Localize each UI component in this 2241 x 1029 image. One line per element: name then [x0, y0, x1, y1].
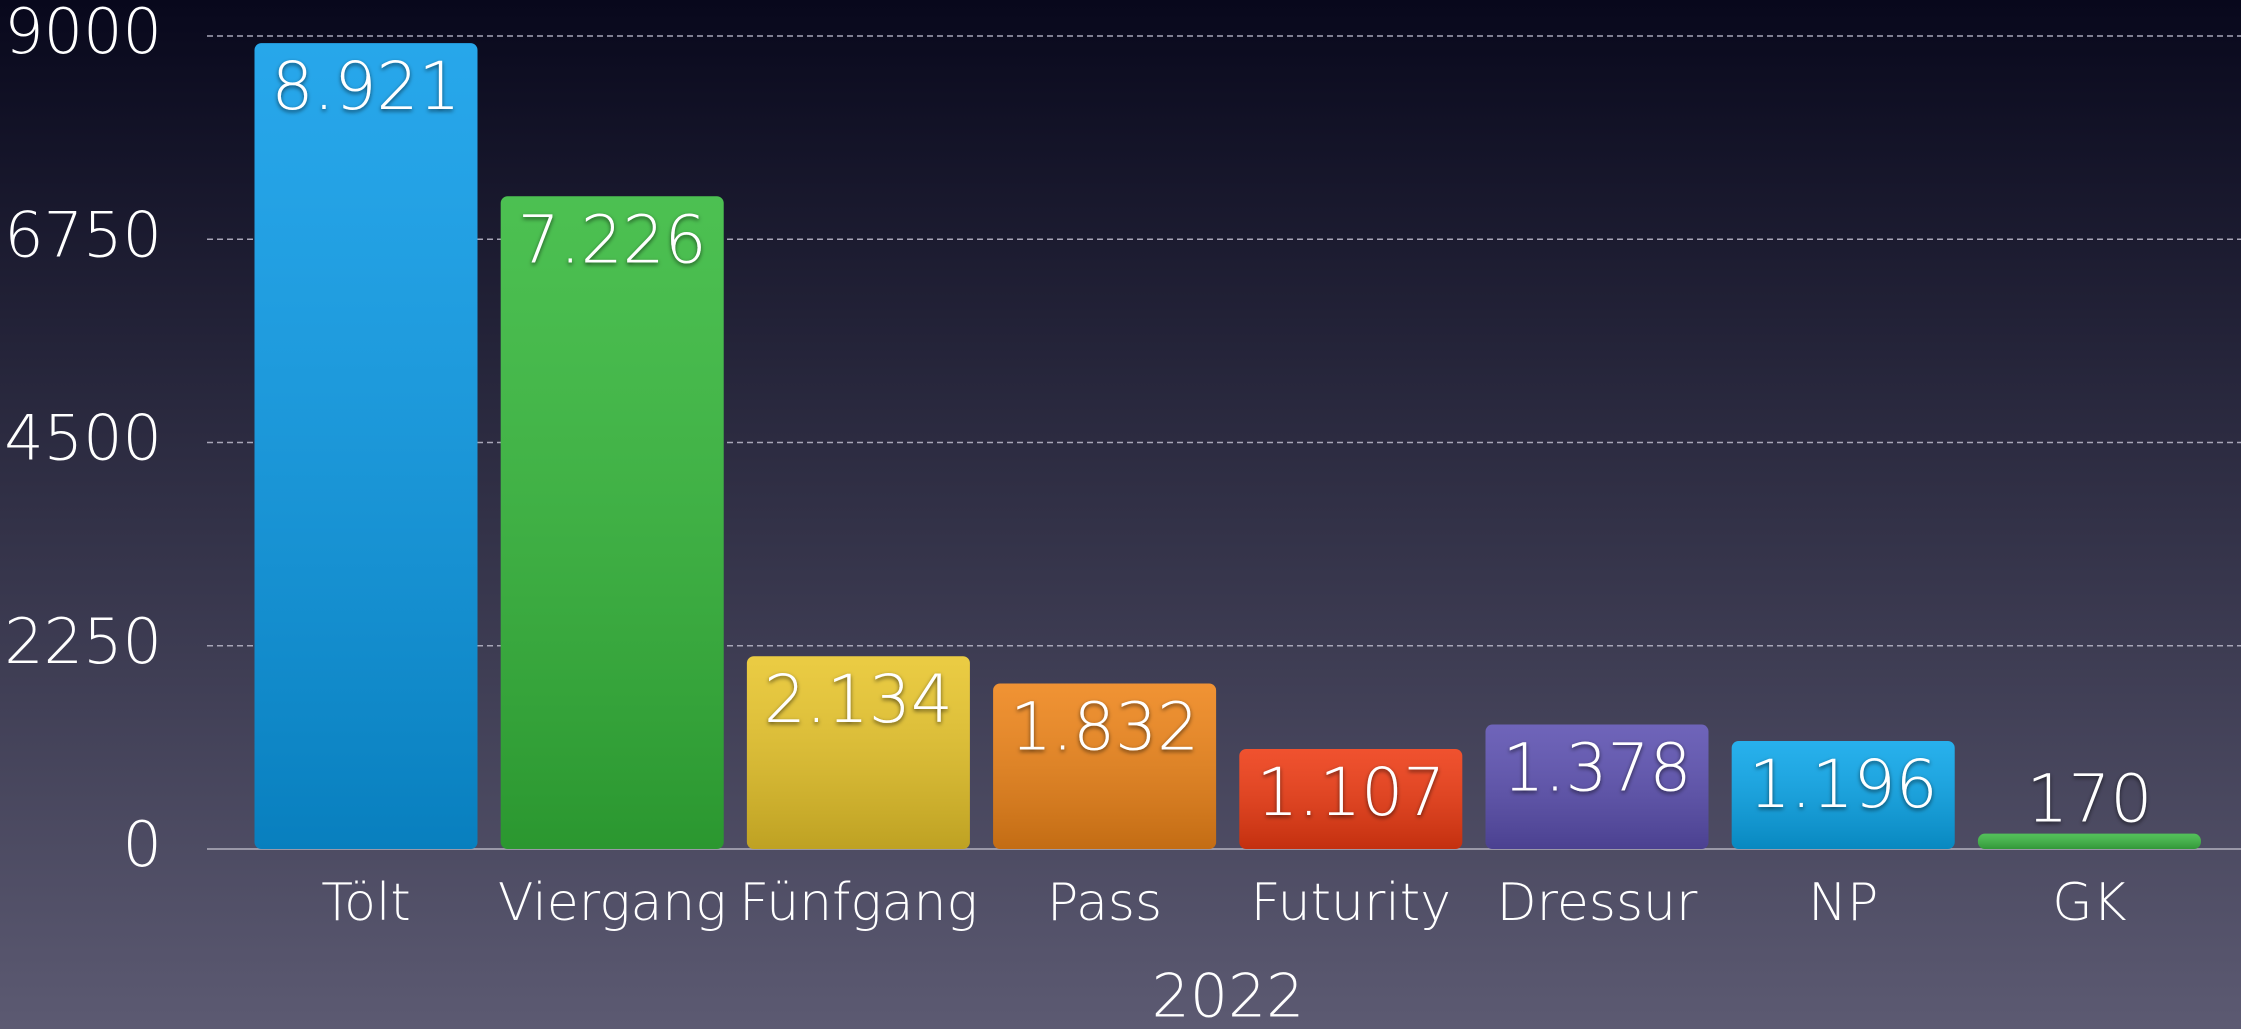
value-label: 8.921	[272, 48, 461, 125]
x-tick-label: GK	[2052, 873, 2126, 933]
value-label: 2.134	[764, 661, 953, 738]
bar-shade	[993, 683, 1217, 849]
bar-shade	[1731, 740, 1955, 849]
x-tick-label: Pass	[1047, 873, 1162, 933]
y-tick-label: 9000	[4, 0, 162, 68]
x-tick-label: Fünfgang	[739, 873, 978, 933]
x-tick-label: Futurity	[1251, 873, 1451, 933]
bar-shade	[1977, 833, 2201, 849]
bar-shade	[500, 196, 724, 849]
x-axis-title: 2022	[1152, 962, 1305, 1029]
x-tick-label: Viergang	[498, 873, 727, 933]
value-label: 170	[2026, 761, 2152, 838]
value-label: 1.107	[1256, 754, 1445, 831]
y-tick-label: 2250	[4, 605, 162, 678]
bar-shade	[1239, 749, 1463, 849]
x-tick-label: Dressur	[1497, 873, 1698, 933]
value-label: 1.832	[1010, 689, 1199, 766]
value-label: 1.378	[1503, 730, 1692, 807]
y-tick-label: 4500	[4, 402, 162, 475]
bar-shade	[1485, 724, 1709, 849]
value-label: 7.226	[518, 201, 707, 278]
value-label: 1.196	[1749, 746, 1938, 823]
x-tick-label: NP	[1808, 873, 1878, 933]
x-tick-label: Tölt	[321, 873, 411, 933]
bar-shade	[254, 43, 478, 849]
y-tick-label: 0	[123, 808, 162, 881]
bar-shade	[746, 656, 970, 849]
y-tick-label: 6750	[4, 198, 162, 271]
